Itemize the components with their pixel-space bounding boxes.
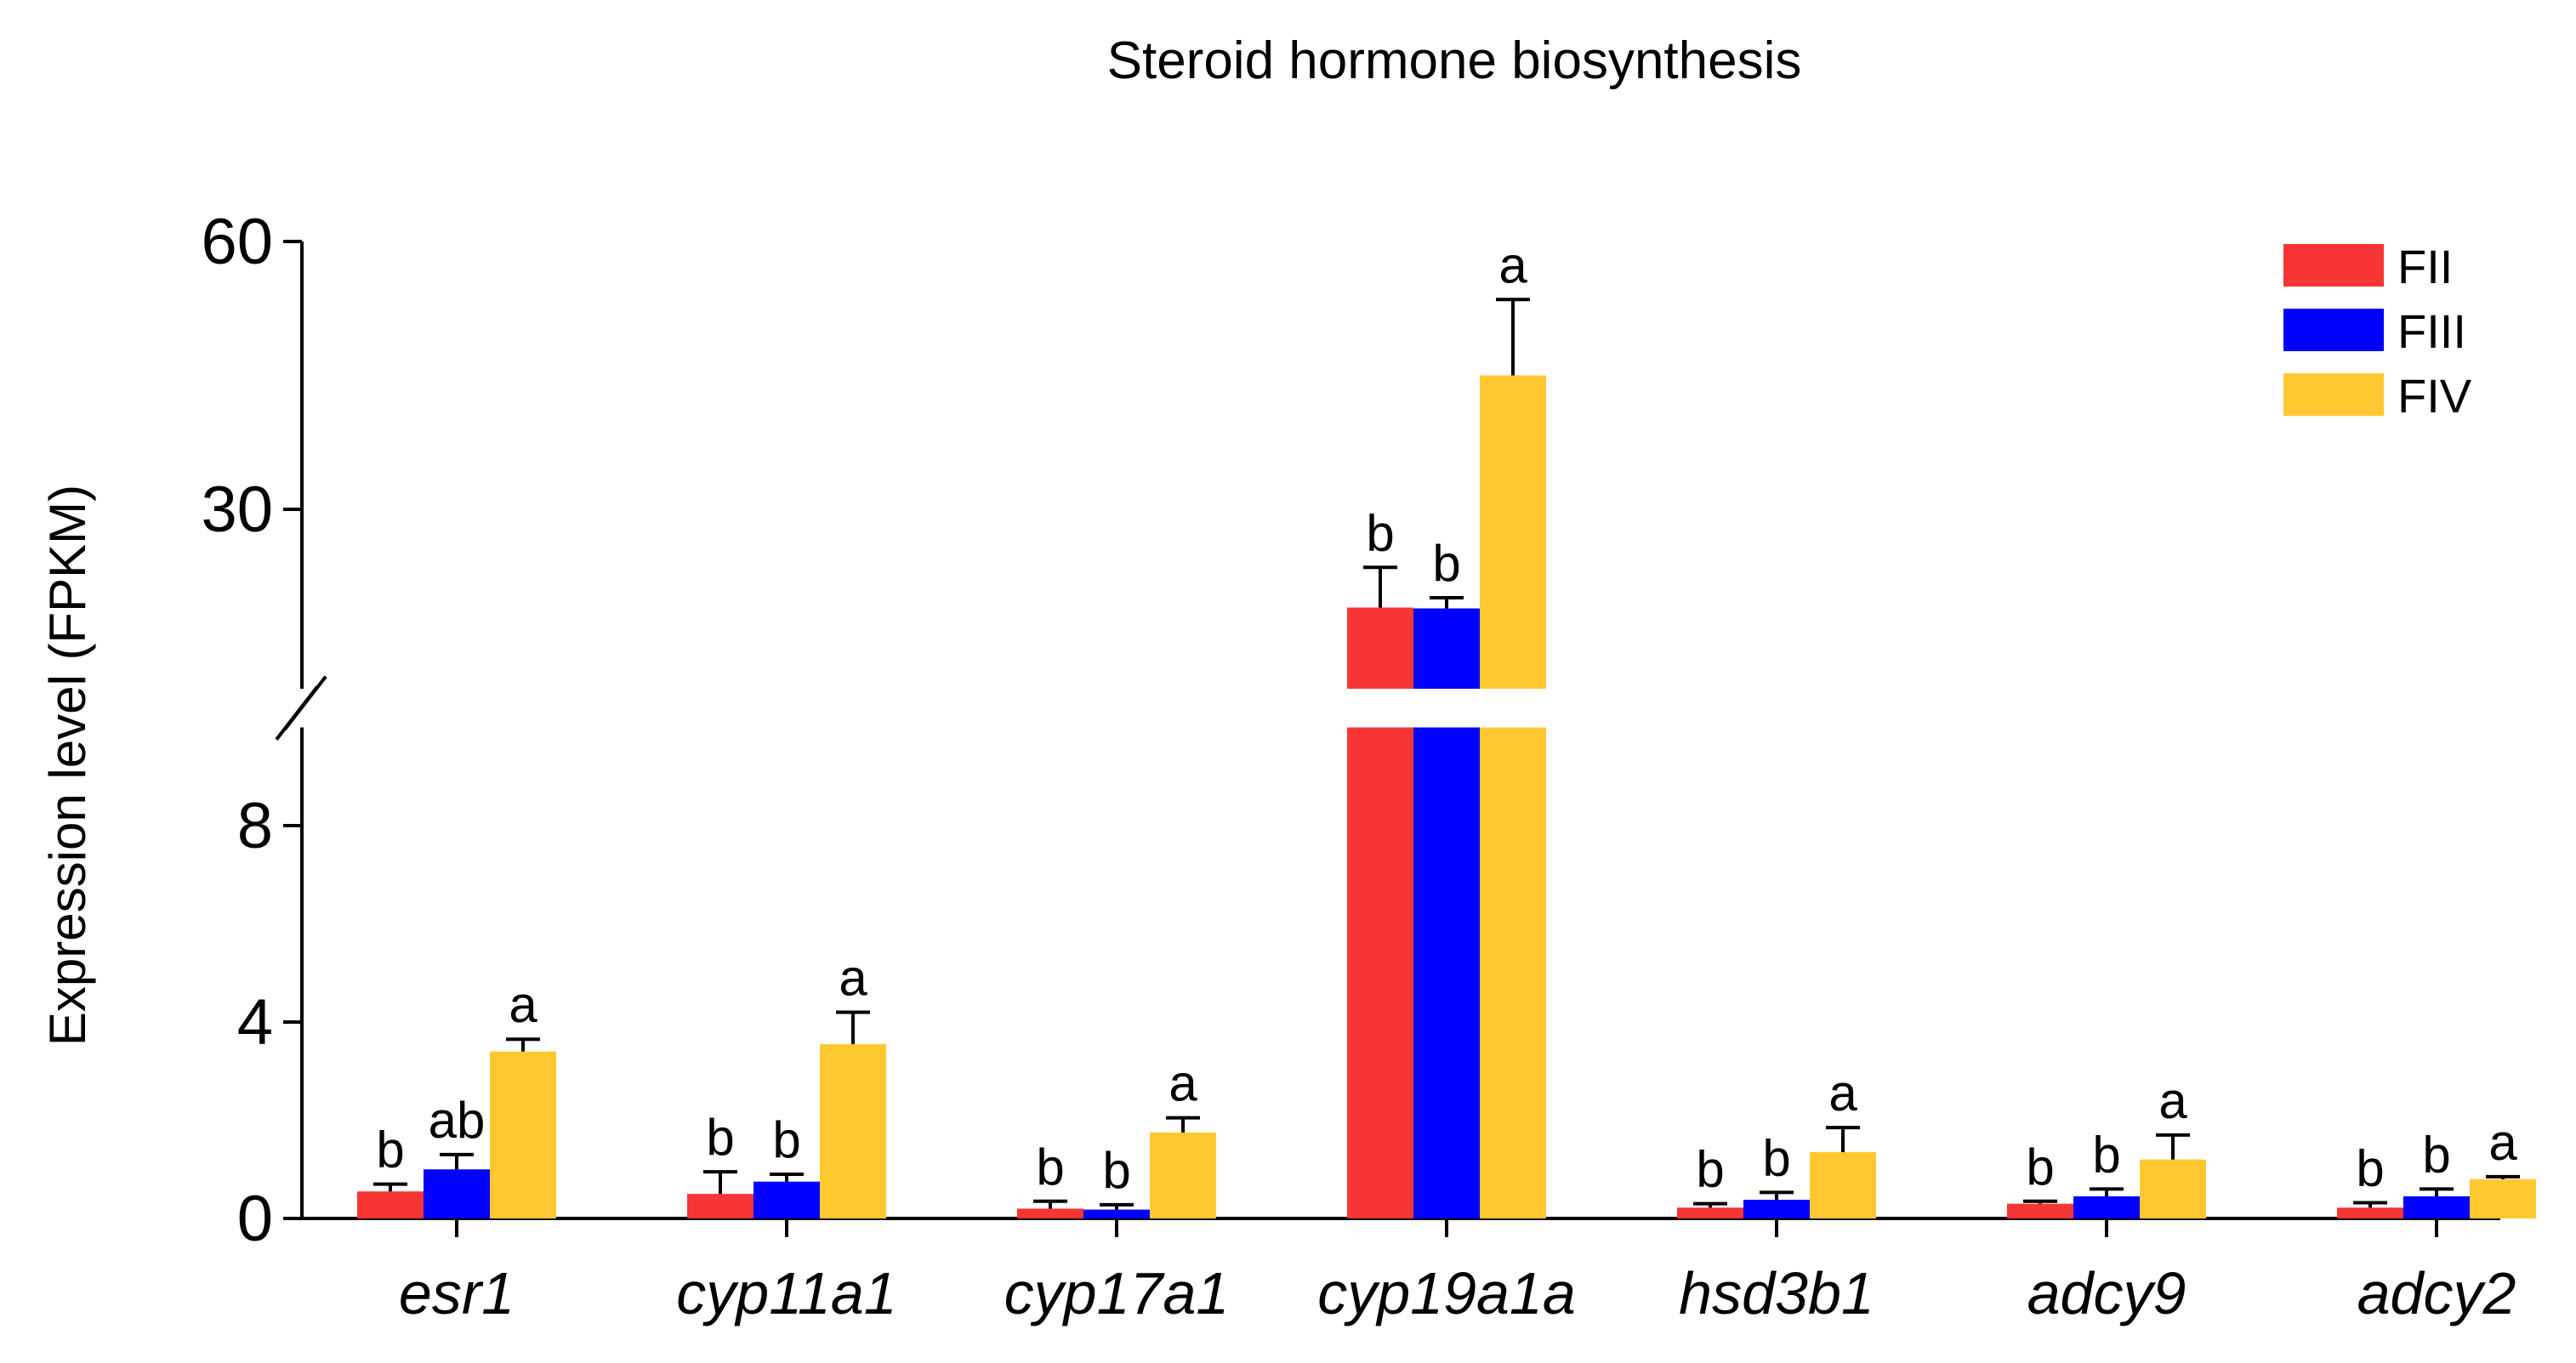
x-tick-label: hsd3b1 xyxy=(1679,1260,1874,1326)
bar xyxy=(2007,1203,2073,1218)
significance-label: a xyxy=(2158,1072,2187,1129)
significance-label: b xyxy=(1102,1142,1130,1199)
legend-swatch xyxy=(2283,309,2384,351)
bar xyxy=(1810,1152,1876,1218)
bar xyxy=(2337,1207,2403,1218)
significance-label: a xyxy=(1169,1055,1197,1112)
bar xyxy=(2140,1159,2206,1218)
axes: 0 4 8 30 60 esr1 cyp11a1 cyp17a1 cyp19a1a hsd3b1 a… xyxy=(201,206,2516,1326)
legend-label: FIII xyxy=(2397,304,2466,358)
significance-label: a xyxy=(2488,1114,2517,1171)
significance-label: b xyxy=(772,1111,800,1168)
x-tick-label: cyp11a1 xyxy=(676,1260,896,1326)
y-tick-label: 60 xyxy=(201,206,273,278)
legend-label: FIV xyxy=(2397,369,2472,423)
significance-label: b xyxy=(706,1109,734,1166)
significance-label: b xyxy=(1762,1129,1790,1186)
significance-label: b xyxy=(1432,535,1460,592)
bar xyxy=(1413,727,1480,1218)
significance-label: b xyxy=(2422,1126,2450,1183)
significance-label: b xyxy=(1696,1141,1724,1198)
y-axis-label: Expression level (FPKM) xyxy=(39,485,96,1046)
bar xyxy=(1413,608,1480,689)
y-tick-label: 30 xyxy=(201,474,273,546)
significance-label: b xyxy=(1366,504,1394,561)
bar xyxy=(820,1043,886,1218)
significance-label: a xyxy=(1828,1065,1857,1122)
bar xyxy=(753,1181,820,1218)
bar xyxy=(490,1051,556,1218)
bar xyxy=(1480,727,1546,1218)
significance-label: b xyxy=(1036,1139,1064,1195)
significance-label: b xyxy=(376,1122,404,1178)
significance-label: b xyxy=(2026,1139,2054,1195)
bar xyxy=(1480,375,1546,689)
x-tick-label: cyp19a1a xyxy=(1317,1260,1576,1326)
legend: FII FIII FIV xyxy=(2283,240,2472,423)
x-tick-label: cyp17a1 xyxy=(1004,1260,1230,1326)
y-tick-label: 0 xyxy=(237,1183,273,1255)
significance-label: ab xyxy=(429,1092,486,1149)
bar xyxy=(1150,1132,1216,1218)
significance-label: b xyxy=(2356,1140,2384,1197)
bar xyxy=(1677,1207,1743,1218)
bar xyxy=(424,1169,490,1218)
bar xyxy=(1743,1200,1810,1218)
significance-label: a xyxy=(509,976,537,1033)
significance-label: a xyxy=(839,949,867,1006)
legend-swatch xyxy=(2283,244,2384,287)
bar xyxy=(1017,1208,1083,1218)
bar xyxy=(1083,1209,1150,1218)
bar xyxy=(2073,1196,2140,1218)
legend-label: FII xyxy=(2397,240,2453,293)
bar xyxy=(687,1194,753,1218)
legend-swatch xyxy=(2283,373,2384,416)
x-tick-label: adcy2 xyxy=(2357,1260,2516,1326)
significance-label: a xyxy=(1498,236,1527,293)
bar xyxy=(2470,1178,2536,1218)
x-tick-label: esr1 xyxy=(399,1260,515,1326)
bars xyxy=(357,298,2536,1218)
y-tick-label: 4 xyxy=(237,986,273,1059)
chart-title: Steroid hormone biosynthesis xyxy=(1107,31,1802,90)
y-tick-label: 8 xyxy=(237,790,273,862)
x-tick-label: adcy9 xyxy=(2027,1260,2186,1326)
bar xyxy=(1347,607,1413,689)
significance-label: b xyxy=(2092,1126,2120,1183)
bar xyxy=(2403,1196,2470,1218)
bar xyxy=(1347,727,1413,1218)
axis-break-mark xyxy=(275,685,319,741)
bar xyxy=(357,1191,424,1218)
